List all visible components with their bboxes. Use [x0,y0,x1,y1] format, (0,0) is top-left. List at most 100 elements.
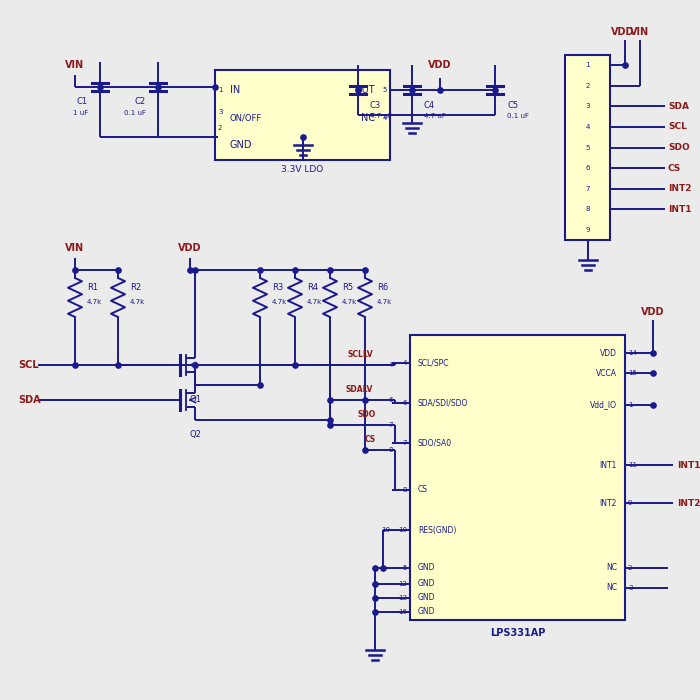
Text: 10: 10 [381,527,390,533]
Text: 2: 2 [218,125,223,131]
Text: 5: 5 [383,87,387,93]
Text: 3.3V LDO: 3.3V LDO [281,165,323,174]
Text: C5: C5 [507,101,518,109]
Text: NC: NC [606,564,617,573]
Text: INT1: INT1 [677,461,700,470]
Text: VIN: VIN [631,27,650,37]
Text: VDD: VDD [178,243,202,253]
Text: 3: 3 [585,104,589,109]
Text: 6: 6 [585,165,589,171]
Text: 13: 13 [398,595,407,601]
Text: 0.1 uF: 0.1 uF [124,110,146,116]
Bar [215,70,390,160]
Text: 2: 2 [628,565,632,571]
Text: VIN: VIN [65,243,85,253]
Text: Vdd_IO: Vdd_IO [590,400,617,410]
Text: R6: R6 [377,284,388,293]
Text: NC: NC [606,584,617,592]
Text: 10: 10 [398,527,407,533]
Text: 5: 5 [585,144,589,150]
Text: Q2: Q2 [189,430,201,439]
Text: R2: R2 [130,284,141,293]
Text: 6: 6 [402,400,407,406]
Text: SCL: SCL [668,122,687,132]
Text: 8: 8 [585,206,589,212]
Text: 4.7k: 4.7k [377,299,392,305]
Text: 4.7k: 4.7k [272,299,287,305]
Text: R1: R1 [87,284,98,293]
Text: Q1: Q1 [189,395,201,404]
Text: 4.7k: 4.7k [342,299,357,305]
Text: SDA: SDA [668,102,689,111]
Text: 1: 1 [585,62,589,69]
Text: VDD: VDD [641,307,665,317]
Text: 4.7k: 4.7k [130,299,146,305]
Text: 1 uF: 1 uF [73,110,88,116]
Text: 7: 7 [389,422,393,428]
Text: C2: C2 [135,97,146,106]
Text: 4: 4 [383,115,387,121]
Text: 0.1 uF: 0.1 uF [507,113,529,119]
Text: SDO: SDO [358,410,377,419]
Text: CS: CS [365,435,376,444]
Text: 9: 9 [628,500,633,506]
Text: NC: NC [361,113,375,123]
Text: R4: R4 [307,284,318,293]
Text: 4: 4 [402,360,407,366]
Text: 4: 4 [389,362,393,368]
Text: R3: R3 [272,284,284,293]
Text: OUT: OUT [354,85,375,95]
Text: SDA: SDA [18,395,41,405]
Text: VDD: VDD [600,349,617,358]
Text: 4.7k: 4.7k [87,299,102,305]
Bar [565,55,610,240]
Text: GND: GND [418,608,435,617]
Text: 6: 6 [389,397,393,403]
Text: R5: R5 [342,284,353,293]
Text: LPS331AP: LPS331AP [490,628,545,638]
Text: 4.7 uF: 4.7 uF [370,113,392,119]
Text: 9: 9 [585,227,589,232]
Text: ON/OFF: ON/OFF [230,113,262,122]
Text: 16: 16 [398,609,407,615]
Text: GND: GND [418,564,435,573]
Text: INT1: INT1 [600,461,617,470]
Text: RES(GND): RES(GND) [418,526,456,535]
Text: SDA/SDI/SDO: SDA/SDI/SDO [418,398,468,407]
Text: INT2: INT2 [677,498,700,508]
Text: VIN: VIN [65,60,85,70]
Text: 1: 1 [218,87,223,93]
Text: 7: 7 [402,440,407,446]
Text: VDD: VDD [428,60,452,70]
Text: CS: CS [418,486,428,494]
Text: SCL/SPC: SCL/SPC [418,358,449,368]
Text: SCLLV: SCLLV [348,350,374,359]
Text: 8: 8 [389,447,393,453]
Text: VDD: VDD [611,27,635,37]
Text: 2: 2 [585,83,589,89]
Text: 3: 3 [218,109,223,115]
Text: 12: 12 [398,581,407,587]
Text: SCL: SCL [18,360,38,370]
Text: C1: C1 [77,97,88,106]
Text: INT2: INT2 [668,184,692,193]
Text: 14: 14 [628,350,637,356]
Text: 3: 3 [628,585,633,591]
Text: 8: 8 [402,487,407,493]
Text: GND: GND [418,594,435,603]
Text: GND: GND [418,580,435,589]
Text: SDALV: SDALV [345,385,372,394]
Text: 4: 4 [585,124,589,130]
Text: C4: C4 [424,101,435,109]
Text: GND: GND [230,140,253,150]
Text: VCCA: VCCA [596,368,617,377]
Text: INT1: INT1 [668,204,692,214]
Text: 4.7 uF: 4.7 uF [424,113,446,119]
Text: 15: 15 [628,370,637,376]
Text: 7: 7 [585,186,589,192]
Text: SDO/SA0: SDO/SA0 [418,438,452,447]
Text: IN: IN [230,85,240,95]
Text: 11: 11 [628,462,637,468]
Bar [410,335,625,620]
Text: 5: 5 [402,565,407,571]
